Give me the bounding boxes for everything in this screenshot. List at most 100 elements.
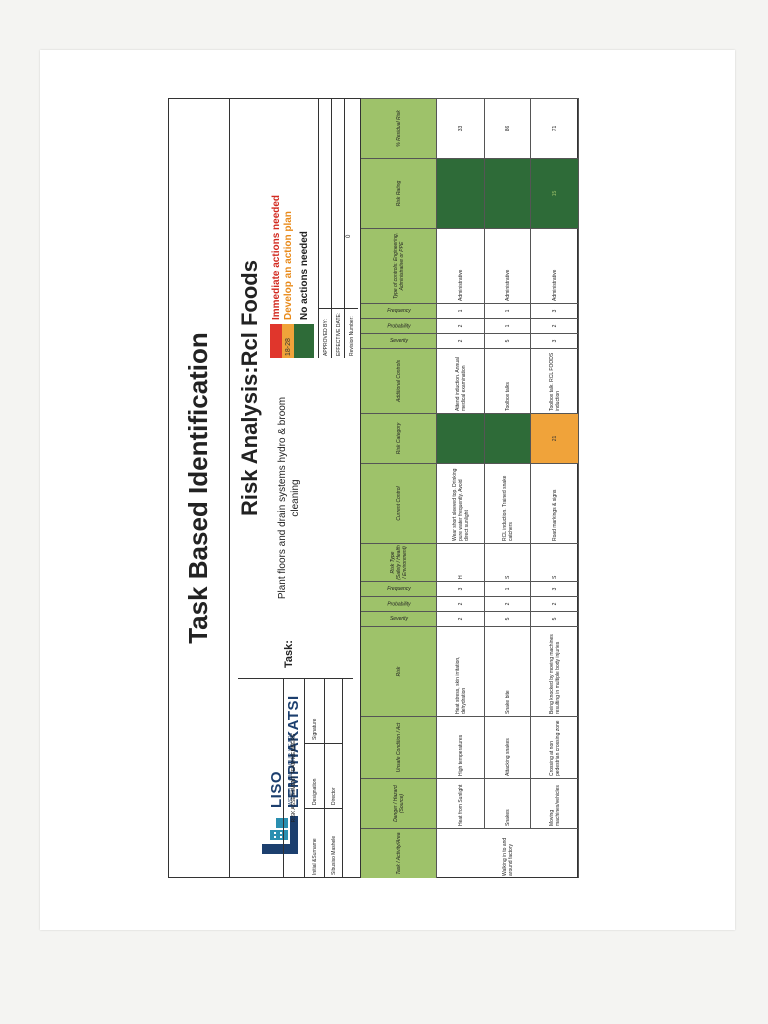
th-hazard: Danger / Hazard (Source) (361, 778, 437, 828)
td-risk-category (437, 413, 485, 463)
td-probability: 2 (437, 596, 485, 611)
td-frequency: 3 (437, 581, 485, 596)
td-current-control: RCL induction. Trained snake catchers (485, 463, 531, 543)
th-probability: Probability (361, 596, 437, 611)
team-col-signature: Signature (305, 678, 324, 743)
td-probability: 2 (485, 596, 531, 611)
td-risk: Being knocked by moving machines resulti… (531, 626, 579, 716)
th-probability-2: Probability (361, 318, 437, 333)
risk-table: Task / Activity/Area Danger / Hazard (So… (360, 98, 579, 878)
team-col-name: Initial &Surname (305, 808, 324, 878)
team-heading: RISK ASSESSMENT TEAM MEMBERS (283, 678, 305, 878)
th-current-control: Current Control (361, 463, 437, 543)
td-frequency: 3 (531, 581, 579, 596)
td-residual: 71 (531, 98, 579, 158)
task-label: Task: (283, 640, 295, 668)
legend-swatch-red (270, 324, 282, 358)
th-severity-2: Severity (361, 333, 437, 348)
risk-legend: Immediate actions needed 18-28 Develop a… (268, 98, 318, 358)
td-additional-controls: Toolbox talks (485, 348, 531, 413)
document-subtitle: Risk Analysis:Rcl Foods (237, 260, 262, 516)
td-condition: Attacking snakes (485, 716, 531, 778)
td-frequency-2: 1 (485, 303, 531, 318)
legend-text-immediate: Immediate actions needed (270, 194, 282, 320)
th-control-type: Type of controls: Engineering, Administr… (361, 228, 437, 303)
legend-row-no-action: No actions needed (294, 231, 314, 358)
td-current-control: Wear short sleeved top. Drinking pure wa… (437, 463, 485, 543)
td-severity: 2 (437, 611, 485, 626)
td-control-type: Administrative (437, 228, 485, 303)
revision-row: Revision Number: 0 (344, 98, 358, 358)
legend-text-action-plan: Develop an action plan (282, 211, 294, 320)
td-severity: 5 (485, 611, 531, 626)
td-residual: 33 (437, 98, 485, 158)
legend-row-immediate: Immediate actions needed (270, 195, 282, 358)
td-severity-2: 3 (531, 333, 579, 348)
member-designation: Director (325, 743, 342, 808)
building-logo-icon (262, 816, 298, 854)
td-task: Walking in to and around factory (437, 828, 579, 878)
td-risk-type: S (485, 543, 531, 581)
team-member-row: Sibusiso Mashele Director (325, 678, 343, 878)
td-current-control: Road markings & signs (531, 463, 579, 543)
td-risk-type: S (531, 543, 579, 581)
td-additional-controls: Toolbox talk. RCL FOODS induction (531, 348, 579, 413)
td-risk-rating (485, 158, 531, 228)
th-condition: Unsafe Condition / Act (361, 716, 437, 778)
td-risk-type: H (437, 543, 485, 581)
approved-by-row: APPROVED BY: (318, 98, 332, 358)
effective-date-row: EFFECTIVE DATE: (331, 98, 345, 358)
td-risk: Heat stress, skin irritation, dehydratio… (437, 626, 485, 716)
th-task: Task / Activity/Area (361, 828, 437, 878)
th-severity: Severity (361, 611, 437, 626)
td-severity: 5 (531, 611, 579, 626)
td-risk-category: 21 (531, 413, 579, 463)
td-condition: High temperatures (437, 716, 485, 778)
td-hazard: Snakes (485, 778, 531, 828)
td-risk-category (485, 413, 531, 463)
td-hazard: Heat from Sunlight (437, 778, 485, 828)
td-frequency-2: 3 (531, 303, 579, 318)
team-col-designation: Designation (305, 743, 324, 808)
legend-text-no-action: No actions needed (298, 231, 310, 320)
td-residual: 86 (485, 98, 531, 158)
td-probability-2: 2 (531, 318, 579, 333)
th-additional-controls: Additional Controls (361, 348, 437, 413)
risk-assessment-sheet: Task Based Identification Risk Analysis:… (168, 98, 579, 878)
th-residual: % Residual Risk (361, 98, 437, 158)
revision-label: Revision Number: (345, 308, 358, 358)
revision-value: 0 (346, 234, 352, 238)
td-frequency: 1 (485, 581, 531, 596)
team-members-block: RISK ASSESSMENT TEAM MEMBERS Initial &Su… (283, 678, 358, 878)
td-severity-2: 5 (485, 333, 531, 348)
td-risk-rating: 15 (531, 158, 579, 228)
company-logo: LISO LEMPHAKATSI WE FOLLOW YOUR HEART (238, 678, 353, 878)
td-frequency-2: 1 (437, 303, 485, 318)
member-name: Sibusiso Mashele (325, 808, 342, 878)
legend-swatch-orange: 18-28 (282, 324, 294, 358)
team-columns: Initial &Surname Designation Signature (305, 678, 325, 878)
th-risk-type: Risk Type (Safety / Health / Environment… (361, 543, 437, 581)
member-signature (325, 678, 342, 743)
td-control-type: Administrative (531, 228, 579, 303)
td-control-type: Administrative (485, 228, 531, 303)
th-risk-rating: Risk Rating (361, 158, 437, 228)
approvals-block: APPROVED BY: EFFECTIVE DATE: Revision Nu… (318, 98, 358, 358)
td-probability: 2 (531, 596, 579, 611)
legend-swatch-green (294, 324, 314, 358)
td-hazard: Moving machines/vehicles (531, 778, 579, 828)
th-risk-category: Risk Category (361, 413, 437, 463)
th-frequency: Frequency (361, 581, 437, 596)
td-probability-2: 2 (437, 318, 485, 333)
document-title: Task Based Identification (168, 98, 230, 878)
legend-row-action-plan: 18-28 Develop an action plan (282, 211, 294, 358)
task-block: Task: Plant floors and drain systems hyd… (268, 378, 358, 678)
td-additional-controls: Attend induction. Annual medical examina… (437, 348, 485, 413)
td-condition: Crossing at non pedestrian crossing zone (531, 716, 579, 778)
td-risk-rating (437, 158, 485, 228)
task-value: Plant floors and drain systems hydro & b… (277, 396, 301, 600)
th-frequency-2: Frequency (361, 303, 437, 318)
td-probability-2: 1 (485, 318, 531, 333)
th-risk: Risk (361, 626, 437, 716)
td-severity-2: 2 (437, 333, 485, 348)
